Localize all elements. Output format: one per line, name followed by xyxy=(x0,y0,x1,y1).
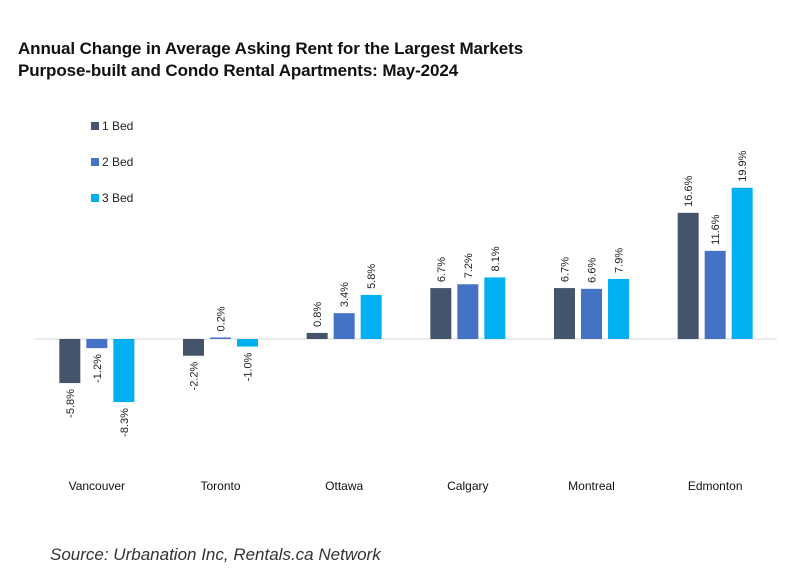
category-label-montreal: Montreal xyxy=(568,479,615,493)
legend-label-1: 1 Bed xyxy=(102,119,133,133)
data-label-toronto-1: -2.2% xyxy=(189,362,201,391)
data-label-calgary-3: 8.1% xyxy=(490,246,502,271)
data-label-edmonton-2: 11.6% xyxy=(710,214,722,245)
bar-toronto-2 xyxy=(210,337,231,339)
data-label-montreal-3: 7.9% xyxy=(614,248,626,273)
category-label-toronto: Toronto xyxy=(200,479,240,493)
source-note: Source: Urbanation Inc, Rentals.ca Netwo… xyxy=(50,545,381,564)
bar-edmonton-3 xyxy=(731,187,753,339)
data-label-toronto-3: -1.0% xyxy=(243,352,255,381)
bar-ottawa-3 xyxy=(360,294,382,339)
chart-subtitle: Purpose-built and Condo Rental Apartment… xyxy=(18,61,459,80)
bar-vancouver-3 xyxy=(113,339,135,403)
bar-calgary-1 xyxy=(430,288,452,339)
data-label-vancouver-2: -1.2% xyxy=(92,354,104,383)
bar-toronto-1 xyxy=(183,339,204,356)
data-label-toronto-2: 0.2% xyxy=(216,306,228,331)
legend-label-2: 2 Bed xyxy=(102,155,133,169)
bar-vancouver-2 xyxy=(86,339,108,349)
data-label-vancouver-1: -5.8% xyxy=(65,389,77,418)
bar-vancouver-1 xyxy=(59,339,81,384)
chart-title: Annual Change in Average Asking Rent for… xyxy=(18,39,524,58)
legend-swatch-3 xyxy=(91,194,99,202)
bar-montreal-3 xyxy=(608,278,629,339)
bar-ottawa-2 xyxy=(333,313,355,339)
data-label-ottawa-3: 5.8% xyxy=(366,264,378,289)
bar-toronto-3 xyxy=(237,339,258,347)
chart-title-block: Annual Change in Average Asking Rent for… xyxy=(18,38,523,82)
data-label-calgary-1: 6.7% xyxy=(436,257,448,282)
bar-montreal-2 xyxy=(581,288,602,339)
data-label-montreal-2: 6.6% xyxy=(587,258,599,283)
bar-calgary-2 xyxy=(457,284,479,339)
bar-edmonton-1 xyxy=(677,212,699,339)
category-label-vancouver: Vancouver xyxy=(69,479,125,493)
bar-calgary-3 xyxy=(484,277,506,339)
data-label-montreal-1: 6.7% xyxy=(560,257,572,282)
data-label-ottawa-1: 0.8% xyxy=(312,302,324,327)
bar-montreal-1 xyxy=(554,288,575,339)
bar-edmonton-2 xyxy=(704,250,726,339)
data-label-calgary-2: 7.2% xyxy=(463,253,475,278)
category-label-edmonton: Edmonton xyxy=(688,479,743,493)
legend-swatch-1 xyxy=(91,122,99,130)
legend-swatch-2 xyxy=(91,158,99,166)
category-label-calgary: Calgary xyxy=(447,479,488,493)
legend-label-3: 3 Bed xyxy=(102,191,133,205)
data-label-vancouver-3: -8.3% xyxy=(119,408,131,437)
category-label-ottawa: Ottawa xyxy=(325,479,363,493)
bar-ottawa-1 xyxy=(306,332,328,339)
data-label-edmonton-3: 19.9% xyxy=(737,150,749,181)
data-label-edmonton-1: 16.6% xyxy=(683,175,695,206)
data-label-ottawa-2: 3.4% xyxy=(339,282,351,307)
